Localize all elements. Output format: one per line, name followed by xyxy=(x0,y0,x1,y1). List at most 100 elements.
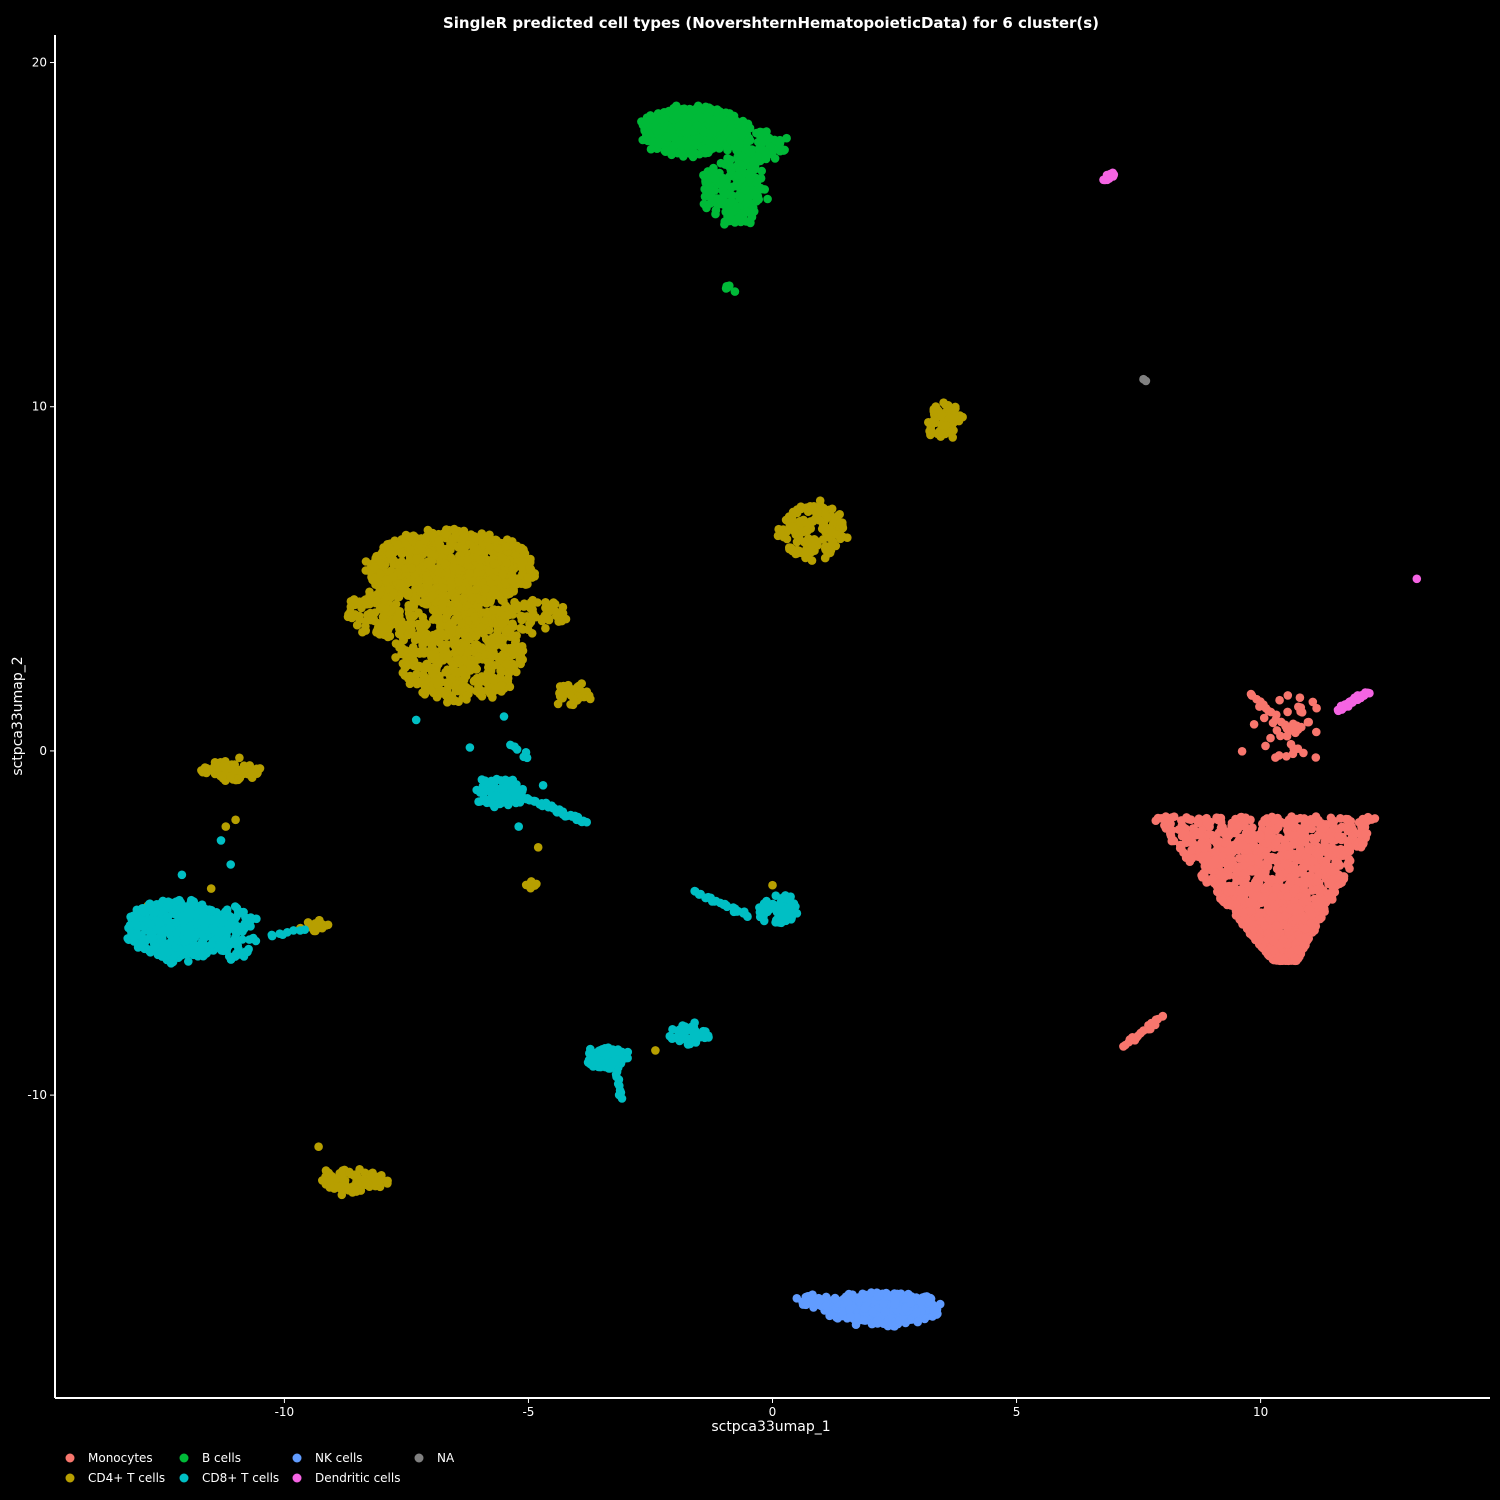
point-b-cells xyxy=(741,199,751,208)
point-monocytes xyxy=(1224,854,1234,863)
point-cd4-t-cells xyxy=(336,1182,345,1192)
point-cd4-t-cells xyxy=(438,591,447,600)
point-cd4-t-cells xyxy=(361,622,370,631)
point-cd4-t-cells xyxy=(441,529,450,539)
point-cd4-t-cells xyxy=(452,667,462,677)
point-cd4-t-cells xyxy=(815,496,825,506)
point-b-cells xyxy=(782,133,791,143)
point-cd4-t-cells xyxy=(507,576,517,585)
point-cd4-t-cells xyxy=(421,535,430,544)
point-cd8-t-cells xyxy=(129,937,139,946)
point-monocytes xyxy=(1322,820,1331,830)
point-cd4-t-cells xyxy=(403,621,413,630)
point-cd4-t-cells xyxy=(533,843,543,852)
point-cd4-t-cells xyxy=(485,566,494,576)
point-cd4-t-cells xyxy=(817,524,827,534)
point-cd4-t-cells xyxy=(460,631,470,640)
point-cd8-t-cells xyxy=(168,957,178,967)
point-monocytes xyxy=(1231,899,1241,909)
point-cd4-t-cells xyxy=(326,1182,336,1192)
point-cd4-t-cells xyxy=(509,650,518,660)
point-cd4-t-cells xyxy=(403,674,413,683)
point-monocytes xyxy=(1234,863,1243,872)
point-cd4-t-cells xyxy=(375,588,385,597)
point-cd4-t-cells xyxy=(422,659,432,669)
point-monocytes xyxy=(1240,868,1250,878)
point-b-cells xyxy=(759,137,768,147)
point-cd4-t-cells xyxy=(556,609,566,619)
point-cd4-t-cells xyxy=(495,640,505,649)
point-b-cells xyxy=(679,119,688,128)
point-cd4-t-cells xyxy=(419,618,429,627)
chart-title: SingleR predicted cell types (Novershter… xyxy=(443,14,1099,32)
point-monocytes xyxy=(1187,845,1196,855)
point-cd4-t-cells xyxy=(814,515,824,525)
point-monocytes xyxy=(1306,919,1315,928)
point-cd4-t-cells xyxy=(465,659,474,669)
point-cd4-t-cells xyxy=(355,597,364,606)
point-cd4-t-cells xyxy=(206,884,216,893)
point-cd4-t-cells xyxy=(787,544,796,554)
point-cd4-t-cells xyxy=(418,688,427,697)
point-monocytes xyxy=(1237,888,1246,898)
point-monocytes xyxy=(1274,751,1284,760)
point-monocytes xyxy=(1198,873,1207,882)
point-cd4-t-cells xyxy=(775,527,785,537)
point-cd4-t-cells xyxy=(393,540,403,550)
point-monocytes xyxy=(1283,923,1292,933)
point-monocytes xyxy=(1347,822,1356,831)
point-cd4-t-cells xyxy=(516,648,526,657)
point-cd4-t-cells xyxy=(569,694,578,703)
point-monocytes xyxy=(1311,753,1321,762)
point-monocytes xyxy=(1253,936,1263,945)
point-b-cells xyxy=(699,127,709,137)
point-b-cells xyxy=(761,153,770,163)
point-b-cells xyxy=(748,203,758,213)
point-cd4-t-cells xyxy=(438,583,447,593)
point-b-cells xyxy=(714,114,724,124)
point-cd4-t-cells xyxy=(824,533,834,542)
point-cd4-t-cells xyxy=(383,625,393,635)
point-monocytes xyxy=(1289,861,1299,871)
point-cd8-t-cells xyxy=(207,916,216,925)
point-b-cells xyxy=(710,186,720,195)
points-layer xyxy=(123,101,1422,1331)
point-monocytes xyxy=(1242,924,1252,933)
point-monocytes xyxy=(1236,812,1246,822)
point-cd4-t-cells xyxy=(413,631,423,640)
point-monocytes xyxy=(1286,739,1296,749)
point-b-cells xyxy=(684,137,693,146)
point-cd4-t-cells xyxy=(460,682,470,691)
point-cd4-t-cells xyxy=(516,623,525,633)
point-monocytes xyxy=(1169,812,1179,821)
point-b-cells xyxy=(732,179,742,188)
point-monocytes xyxy=(1259,884,1269,894)
point-cd4-t-cells xyxy=(404,588,414,598)
point-cd4-t-cells xyxy=(788,522,798,531)
point-cd4-t-cells xyxy=(495,608,505,617)
point-cd4-t-cells xyxy=(216,771,225,781)
point-cd8-t-cells xyxy=(190,942,200,952)
point-cd4-t-cells xyxy=(450,531,460,541)
point-monocytes xyxy=(1291,914,1301,923)
point-cd8-t-cells xyxy=(170,943,180,952)
point-b-cells xyxy=(737,130,746,139)
point-monocytes xyxy=(1283,892,1292,901)
point-monocytes xyxy=(1283,850,1292,860)
point-b-cells xyxy=(663,132,673,142)
point-cd4-t-cells xyxy=(231,815,240,825)
point-b-cells xyxy=(743,137,752,147)
point-cd8-t-cells xyxy=(148,930,158,940)
point-cd4-t-cells xyxy=(525,601,534,610)
point-cd4-t-cells xyxy=(378,612,388,622)
point-b-cells xyxy=(670,133,679,142)
point-cd4-t-cells xyxy=(459,594,469,603)
point-cd4-t-cells xyxy=(472,545,482,555)
point-cd4-t-cells xyxy=(348,1188,357,1197)
point-monocytes xyxy=(1280,837,1289,846)
point-cd4-t-cells xyxy=(412,669,421,679)
point-b-cells xyxy=(642,130,651,140)
point-cd4-t-cells xyxy=(447,580,457,590)
point-cd4-t-cells xyxy=(400,539,410,548)
